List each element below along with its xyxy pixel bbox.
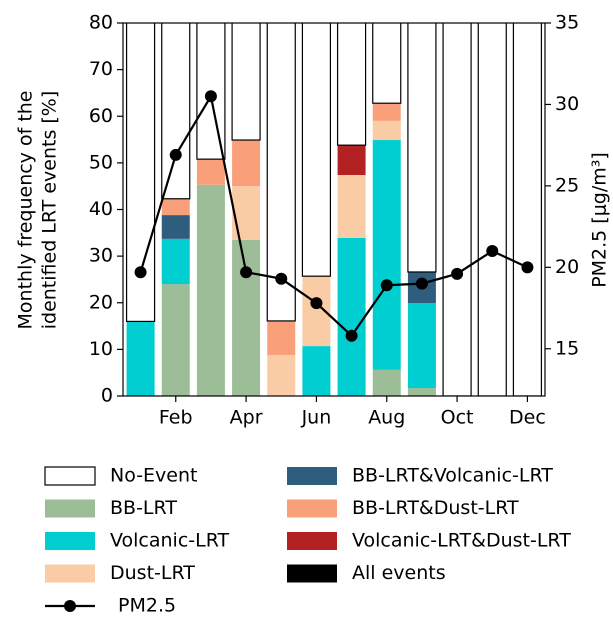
line-marker — [521, 261, 534, 274]
bar-segment — [232, 239, 261, 396]
bar-segment — [266, 23, 296, 322]
bar-segment — [372, 23, 402, 104]
bar-segment — [477, 23, 507, 396]
legend-label: Volcanic-LRT — [110, 530, 230, 552]
bar-segment — [232, 140, 261, 187]
legend-label: BB-LRT&Volcanic-LRT — [352, 465, 553, 487]
y-axis-label: Monthly frequency of the — [15, 91, 37, 330]
bar-segment — [161, 238, 190, 285]
legend-label: No-Event — [110, 465, 197, 487]
legend-swatch — [287, 564, 337, 583]
y2-tick-label: 15 — [555, 337, 579, 359]
y-tick-label: 50 — [89, 151, 113, 173]
bar-segment — [337, 145, 366, 175]
bar-segment — [407, 23, 437, 273]
legend-label: Volcanic-LRT&Dust-LRT — [352, 530, 571, 552]
bar-segment — [372, 140, 401, 370]
legend-label: BB-LRT — [110, 497, 177, 519]
line — [139, 93, 528, 338]
y-tick-label: 60 — [89, 105, 113, 127]
legend-swatch — [287, 467, 337, 485]
x-tick-label: Apr — [230, 407, 263, 429]
legend-swatch — [45, 532, 95, 550]
legend-label: Dust-LRT — [110, 562, 195, 584]
legend-label: All events — [352, 562, 446, 584]
legend-marker — [64, 600, 76, 612]
bar-segment — [196, 159, 225, 185]
bar-segment — [407, 303, 436, 389]
bar-segment — [161, 23, 191, 200]
bar-segment — [161, 215, 190, 239]
legend-swatch — [287, 532, 337, 550]
y2-tick-label: 35 — [555, 12, 579, 34]
bar-segment — [337, 174, 366, 238]
line-marker — [240, 266, 253, 279]
bar-segment — [126, 321, 155, 396]
y-tick-label: 80 — [89, 12, 113, 34]
legend-swatch — [44, 466, 96, 486]
bar-segment — [196, 184, 225, 396]
line-marker — [415, 277, 428, 290]
line-marker — [380, 279, 393, 292]
y-tick-label: 0 — [101, 385, 113, 407]
bar-segment — [337, 237, 366, 396]
y2-axis-label: PM2.5 [μg/m³] — [589, 152, 611, 288]
y2-tick-label: 25 — [555, 174, 579, 196]
bar-segment — [231, 23, 261, 141]
y-tick-label: 10 — [89, 338, 113, 360]
line-marker — [451, 267, 464, 280]
plot-area — [125, 23, 543, 396]
bar-segment — [372, 120, 401, 141]
line-marker — [345, 329, 358, 342]
legend-swatch — [287, 499, 337, 518]
y-tick-label: 20 — [89, 291, 113, 313]
y-axis-label: identified LRT events [%] — [39, 91, 61, 330]
line-marker — [310, 297, 323, 310]
bar-segment — [196, 23, 226, 160]
bar-segment — [336, 23, 367, 146]
legend-swatch — [45, 564, 95, 583]
line-marker — [134, 266, 147, 279]
bar-segment — [267, 320, 296, 355]
legend-swatch — [45, 499, 95, 518]
bar-segment — [161, 284, 190, 396]
bar-segment — [372, 369, 401, 396]
bar-segment — [372, 103, 401, 121]
bar-segment — [407, 388, 436, 396]
y-tick-label: 30 — [89, 245, 113, 267]
line-marker — [486, 245, 499, 258]
x-tick-label: Aug — [368, 407, 405, 429]
x-tick-label: Feb — [159, 407, 193, 429]
y-tick-label: 70 — [89, 58, 113, 80]
bar-segment — [161, 198, 190, 216]
bar-segment — [442, 23, 472, 396]
legend-label: BB-LRT&Dust-LRT — [352, 497, 519, 519]
y-tick-label: 40 — [89, 198, 113, 220]
line-marker — [204, 90, 217, 103]
bar-segment — [232, 186, 261, 240]
x-tick-label: Dec — [509, 407, 546, 429]
legend-label: PM2.5 — [118, 595, 176, 617]
bar-segment — [512, 23, 543, 396]
y2-tick-label: 20 — [555, 256, 579, 278]
bar-segment — [302, 346, 331, 396]
line-marker — [275, 272, 288, 285]
x-tick-label: Oct — [441, 407, 474, 429]
x-tick-label: Jun — [301, 407, 332, 429]
bar-segment — [301, 23, 332, 277]
y2-tick-label: 30 — [555, 93, 579, 115]
bar-segment — [267, 354, 296, 396]
line-marker — [169, 148, 182, 161]
